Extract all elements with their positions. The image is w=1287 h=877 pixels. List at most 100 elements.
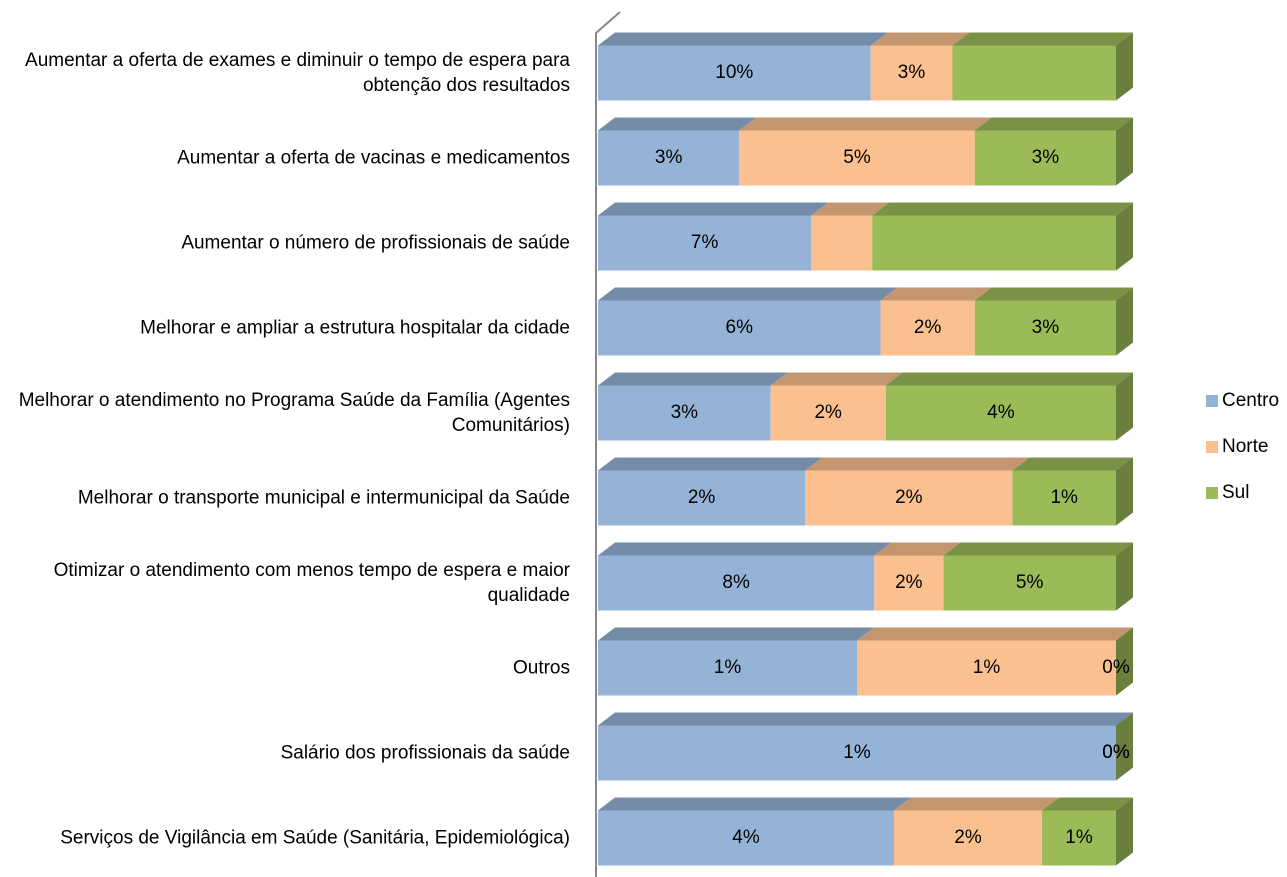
data-label: 2% bbox=[688, 487, 716, 508]
bar bbox=[598, 725, 1116, 781]
bar bbox=[874, 555, 944, 611]
bar-top bbox=[598, 542, 892, 556]
bar-top bbox=[952, 32, 1133, 46]
bar bbox=[598, 130, 740, 186]
bar-top bbox=[598, 797, 911, 811]
bar-top bbox=[811, 202, 890, 216]
bar bbox=[857, 640, 1116, 696]
bar-side bbox=[1116, 712, 1133, 781]
legend-swatch bbox=[1206, 441, 1218, 453]
bar bbox=[598, 640, 857, 696]
bar bbox=[880, 300, 975, 356]
bar-side bbox=[1116, 797, 1133, 866]
bar-top bbox=[857, 627, 1133, 641]
bar-top bbox=[598, 627, 874, 641]
axis-wall bbox=[595, 11, 621, 877]
bar bbox=[598, 470, 806, 526]
bar bbox=[805, 470, 1013, 526]
bar-top bbox=[894, 797, 1059, 811]
bar bbox=[952, 45, 1116, 101]
category-label: Melhorar o transporte municipal e interm… bbox=[77, 487, 570, 509]
data-label: 2% bbox=[954, 827, 982, 848]
bar-top bbox=[885, 372, 1133, 386]
data-label: 10% bbox=[715, 62, 753, 83]
legend-swatch bbox=[1206, 487, 1218, 499]
legend-label: Norte bbox=[1222, 436, 1268, 457]
data-label: 1% bbox=[973, 657, 1001, 678]
legend-swatch bbox=[1206, 395, 1218, 407]
bar-side bbox=[1116, 372, 1133, 441]
bar-top bbox=[880, 287, 992, 301]
bar-top bbox=[974, 287, 1133, 301]
bar-side bbox=[1116, 542, 1133, 611]
bar-side bbox=[1116, 202, 1133, 271]
bar-top bbox=[598, 32, 888, 46]
data-label: 7% bbox=[691, 232, 719, 253]
bar bbox=[885, 385, 1116, 441]
legend-label: Centro bbox=[1222, 390, 1279, 411]
legend-label: Sul bbox=[1222, 482, 1249, 503]
bar-side bbox=[1116, 32, 1133, 101]
bar-top bbox=[598, 457, 823, 471]
data-label: 1% bbox=[843, 742, 871, 763]
data-label: 3% bbox=[655, 147, 683, 168]
bar-top bbox=[974, 117, 1133, 131]
bar bbox=[894, 810, 1042, 866]
bar bbox=[598, 385, 771, 441]
bar bbox=[1042, 810, 1116, 866]
bar-side bbox=[1116, 457, 1133, 526]
bar-side bbox=[1116, 627, 1133, 696]
bar-top bbox=[870, 32, 970, 46]
data-label: 2% bbox=[914, 317, 942, 338]
bar bbox=[598, 810, 894, 866]
data-label: 1% bbox=[714, 657, 742, 678]
bar bbox=[943, 555, 1116, 611]
bar-top bbox=[805, 457, 1030, 471]
data-label: 2% bbox=[895, 487, 923, 508]
bar bbox=[598, 215, 812, 271]
bar-top bbox=[872, 202, 1133, 216]
category-label: Aumentar a oferta de exames e diminuir o… bbox=[25, 50, 570, 96]
data-label: 3% bbox=[1032, 317, 1060, 338]
category-label: Salário dos profissionais da saúde bbox=[280, 742, 570, 764]
data-label: 0% bbox=[1102, 742, 1130, 763]
bar bbox=[811, 215, 873, 271]
category-label: Melhorar o atendimento no Programa Saúde… bbox=[18, 390, 570, 436]
data-label: 8% bbox=[722, 572, 750, 593]
bar bbox=[598, 555, 875, 611]
data-label: 4% bbox=[732, 827, 760, 848]
bar bbox=[739, 130, 975, 186]
bar-top bbox=[1042, 797, 1133, 811]
data-label: 3% bbox=[898, 62, 926, 83]
category-label: Outros bbox=[512, 657, 570, 679]
bar-top bbox=[1012, 457, 1133, 471]
category-label: Otimizar o atendimento com menos tempo d… bbox=[53, 560, 570, 606]
bar-top bbox=[943, 542, 1133, 556]
data-label: 2% bbox=[814, 402, 842, 423]
bar-top bbox=[598, 372, 788, 386]
data-label: 5% bbox=[1016, 572, 1044, 593]
bar bbox=[770, 385, 886, 441]
data-label: 2% bbox=[895, 572, 923, 593]
bar-top bbox=[598, 712, 1133, 726]
bar bbox=[870, 45, 953, 101]
data-label: 1% bbox=[1050, 487, 1078, 508]
bar bbox=[872, 215, 1116, 271]
bar-top bbox=[598, 117, 757, 131]
data-label: 5% bbox=[843, 147, 871, 168]
bar bbox=[974, 300, 1116, 356]
data-label: 3% bbox=[1032, 147, 1060, 168]
data-label: 0% bbox=[1102, 742, 1130, 763]
bar-side bbox=[1116, 117, 1133, 186]
bar-top bbox=[770, 372, 903, 386]
bar bbox=[598, 45, 871, 101]
bar-top bbox=[739, 117, 992, 131]
bar bbox=[598, 300, 881, 356]
bar-top bbox=[598, 287, 898, 301]
bar-side bbox=[1116, 287, 1133, 356]
bar-top bbox=[598, 202, 829, 216]
bar bbox=[1012, 470, 1116, 526]
category-label: Serviços de Vigilância em Saúde (Sanitár… bbox=[60, 827, 570, 849]
data-label: 1% bbox=[1065, 827, 1093, 848]
